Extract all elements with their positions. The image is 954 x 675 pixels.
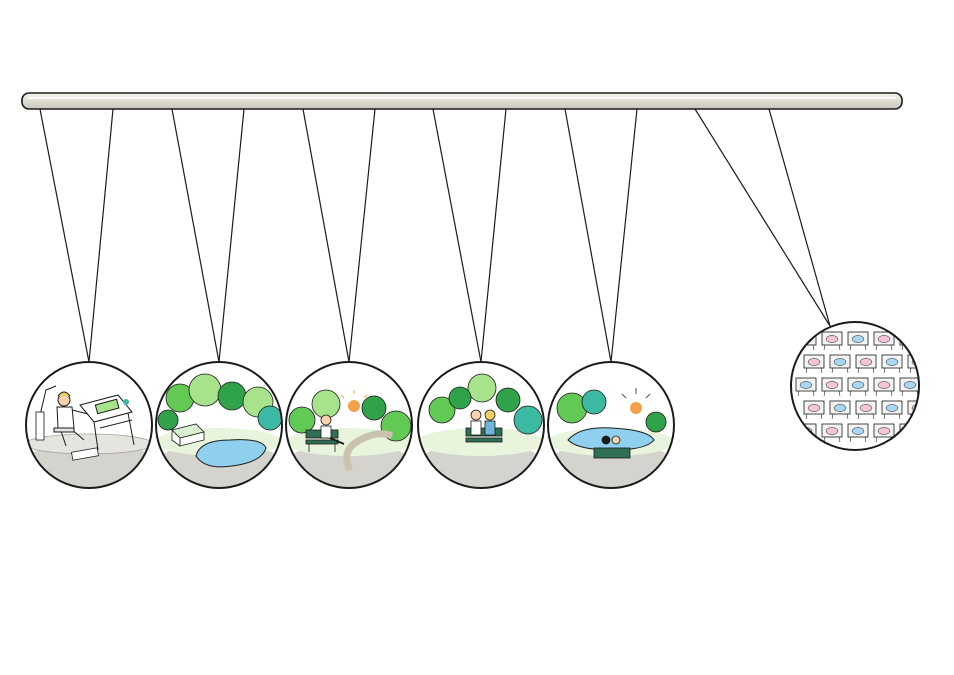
baby-cot-icon [855, 400, 877, 420]
couple-icon [601, 435, 621, 445]
ball-person-reading-on-bench [285, 361, 413, 489]
designer-person-icon [53, 391, 89, 447]
ball-designer-at-drafting-table [25, 361, 153, 489]
baby-cot-icon [829, 354, 851, 374]
ball-nursery-of-babies-in-cots [790, 321, 920, 451]
sun-icon [621, 388, 651, 414]
baby-cot-icon [821, 377, 843, 397]
baby-cots [795, 331, 919, 443]
path-icon [343, 430, 394, 472]
baby-cot-icon [899, 423, 919, 443]
drafting-table-icon [79, 394, 135, 451]
baby-cot-icon [795, 377, 817, 397]
baby-cot-icon [873, 331, 895, 351]
support-bar [21, 92, 903, 110]
baby-cot-icon [873, 423, 895, 443]
tree-icons [157, 373, 282, 431]
reading-person-icon [320, 414, 345, 445]
bench-icon [465, 427, 503, 443]
baby-cot-icon [873, 377, 895, 397]
baby-cot-icon [803, 400, 825, 420]
baby-cot-icon [899, 377, 919, 397]
ball-couple-by-lake-at-sunset [547, 361, 675, 489]
baby-cot-icon [847, 423, 869, 443]
baby-cot-icon [821, 423, 843, 443]
baby-cot-icon [881, 354, 903, 374]
baby-cot-icon [855, 354, 877, 374]
baby-cot-icon [829, 400, 851, 420]
pond-icon [195, 439, 267, 468]
pendulum-strings [39, 108, 831, 363]
ball-park-with-pond-and-greenhouse [155, 361, 283, 489]
baby-cot-icon [821, 331, 843, 351]
ball-couple-on-bench-in-garden [417, 361, 545, 489]
baby-cot-icon [881, 400, 903, 420]
greenhouse-icon [171, 423, 205, 447]
bench-icon [593, 447, 631, 459]
baby-cot-icon [847, 377, 869, 397]
baby-cot-icon [847, 331, 869, 351]
sun-icon [340, 390, 368, 412]
couple-icon [470, 409, 496, 436]
baby-cot-icon [803, 354, 825, 374]
